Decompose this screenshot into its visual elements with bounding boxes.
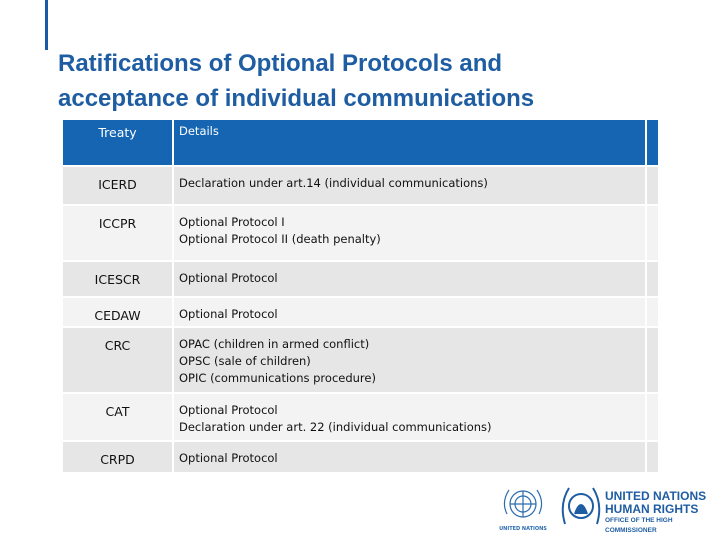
details-line: OPAC (children in armed conflict) [179, 337, 370, 351]
empty-cell [647, 167, 658, 204]
header-cell: Treaty [63, 120, 172, 165]
details-cell: Optional Protocol [174, 262, 645, 296]
ohchr-line: UNITED NATIONS [605, 489, 707, 503]
details-line: Optional Protocol [179, 271, 278, 285]
details-line: Optional Protocol [179, 403, 278, 417]
treaty-cell: ICERD [63, 167, 172, 204]
header-cell: Details [174, 120, 645, 165]
empty-cell [647, 394, 658, 440]
ohchr-emblem [561, 487, 601, 525]
ohchr-line: OFFICE OF THE HIGH COMMISSIONER [605, 517, 673, 534]
logos: UNITED NATIONS UNITED NATIONS HUMAN RIGHT… [495, 482, 720, 540]
treaty-cell: CEDAW [63, 298, 172, 326]
details-line: Optional Protocol [179, 307, 278, 321]
details-line: Declaration under art.14 (individual com… [179, 176, 488, 190]
details-line: Declaration under art. 22 (individual co… [179, 420, 492, 434]
treaty-cell: ICESCR [63, 262, 172, 296]
title-line: acceptance of individual communications [58, 85, 535, 112]
header-row: Treaty Details [63, 120, 658, 165]
table-row: ICCPR Optional Protocol I Optional Protoco… [63, 206, 658, 260]
treaty-cell: CRC [63, 328, 172, 392]
details-line: Optional Protocol [179, 451, 278, 465]
empty-cell [647, 206, 658, 260]
details-cell: Declaration under art.14 (individual com… [174, 167, 645, 204]
treaty-cell: ICCPR [63, 206, 172, 260]
details-line: Optional Protocol II (death penalty) [179, 232, 381, 246]
details-line: OPIC (communications procedure) [179, 371, 376, 385]
details-cell: Optional Protocol I Optional Protocol II … [174, 206, 645, 260]
table-row: ICERD Declaration under art.14 (individua… [63, 167, 658, 204]
details-cell: Optional Protocol [174, 442, 645, 472]
ohchr-line: HUMAN RIGHTS [605, 502, 699, 516]
table-row: ICESCR Optional Protocol [63, 262, 658, 296]
details-cell: Optional Protocol Declaration under art. … [174, 394, 645, 440]
empty-cell [647, 298, 658, 326]
details-line: Optional Protocol I [179, 215, 285, 229]
accent-bar [45, 0, 48, 50]
empty-cell [647, 328, 658, 392]
un-label: UNITED NATIONS [499, 526, 547, 532]
treaty-cell: CAT [63, 394, 172, 440]
empty-cell [647, 262, 658, 296]
details-cell: Optional Protocol [174, 298, 645, 326]
title-line: Ratifications of Optional Protocols and [58, 50, 503, 77]
treaty-cell: CRPD [63, 442, 172, 472]
details-cell: OPAC (children in armed conflict) OPSC (s… [174, 328, 645, 392]
table-row: CRC OPAC (children in armed conflict) OPSC… [63, 328, 658, 392]
ohchr-label: UNITED NATIONS HUMAN RIGHTS OFFICE OF THE … [605, 490, 720, 536]
details-line: OPSC (sale of children) [179, 354, 311, 368]
header-cell [647, 120, 658, 165]
slide-title: Ratifications of Optional Protocols and a… [58, 46, 534, 116]
table-row: CAT Optional Protocol Declaration under ar… [63, 394, 658, 440]
table-row: CRPD Optional Protocol [63, 442, 658, 472]
empty-cell [647, 442, 658, 472]
table-row: CEDAW Optional Protocol [63, 298, 658, 326]
un-emblem [503, 489, 543, 518]
